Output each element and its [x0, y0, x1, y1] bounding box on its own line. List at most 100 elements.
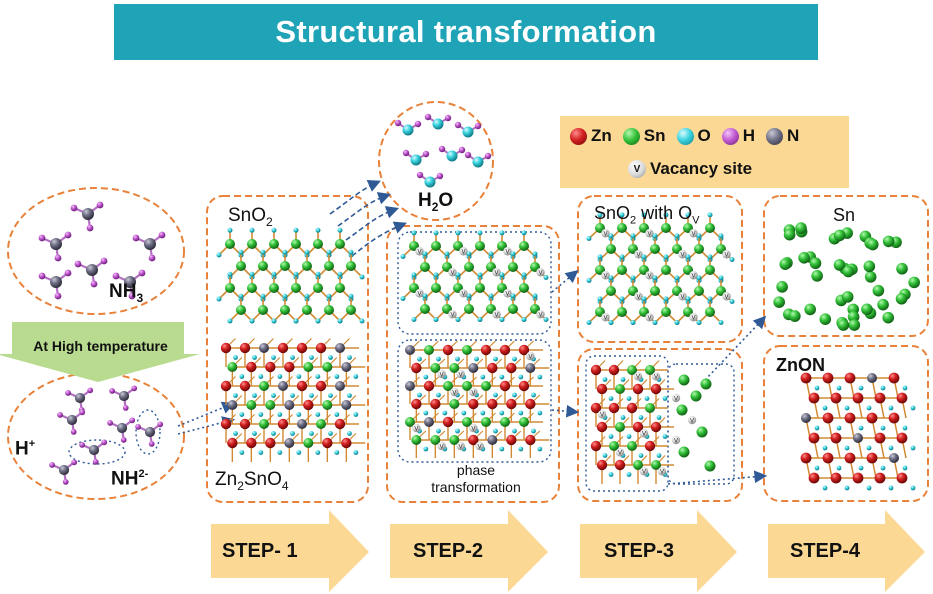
o-atom	[707, 254, 713, 260]
h-atom	[402, 149, 410, 157]
h-atom	[424, 113, 432, 121]
legend-zn: Zn	[570, 126, 612, 146]
o-atom	[597, 296, 603, 302]
step3-label: STEP-3	[604, 540, 675, 562]
o-atom	[239, 450, 245, 455]
sn-atom	[259, 419, 269, 429]
zn-atom	[874, 392, 886, 404]
zn-atom	[499, 344, 511, 356]
vacancy-atom	[651, 372, 661, 381]
o-atom	[866, 405, 872, 411]
title: Structural transformation	[275, 14, 657, 49]
o-atom	[233, 431, 238, 436]
step3-arrow	[580, 510, 737, 592]
nh2-label: NH2-	[111, 468, 149, 490]
vacancy-mark: V	[494, 271, 498, 277]
h-atom	[128, 292, 136, 300]
o-atom	[602, 453, 608, 458]
n-ball-icon	[766, 127, 784, 145]
sn-atom	[519, 241, 529, 251]
sn-atom	[313, 283, 323, 293]
h-atom	[157, 421, 164, 428]
o-atom	[641, 296, 647, 302]
h-atom	[49, 462, 55, 468]
o-atom	[353, 412, 359, 417]
n-atom	[341, 362, 352, 372]
zn-atom	[525, 434, 536, 446]
vacancy-mark: V	[471, 426, 475, 432]
nh2-ellipse	[7, 372, 185, 500]
vacancy-atom	[450, 387, 459, 397]
sn-atom	[265, 400, 276, 410]
sn-atom	[247, 239, 257, 249]
vacancy-mark: V	[538, 313, 542, 319]
h-atom	[62, 479, 69, 485]
o-atom	[488, 251, 494, 257]
sn-atom	[313, 239, 323, 249]
o-atom	[888, 405, 894, 411]
o-atom	[493, 392, 498, 398]
vacancy-atom	[657, 467, 667, 476]
zn-atom	[830, 432, 842, 444]
h-atom	[414, 120, 422, 128]
o-atom	[662, 396, 668, 401]
o-atom	[718, 275, 724, 281]
o-atom	[249, 318, 255, 324]
sn-atom	[661, 307, 671, 317]
zn-atom	[632, 421, 644, 433]
vacancy-mark: V	[459, 444, 463, 450]
o-atom	[652, 320, 658, 325]
h-atom	[436, 172, 444, 180]
o-atom	[499, 374, 505, 380]
o-atom	[348, 249, 354, 255]
sn-atom	[269, 283, 279, 293]
vacancy-atom	[415, 289, 424, 298]
h-atom	[87, 387, 94, 394]
zn-atom	[265, 437, 276, 449]
zn-atom	[315, 342, 327, 354]
legend-sn: Sn	[622, 126, 666, 146]
n-atom	[297, 419, 307, 429]
o-atom	[656, 415, 662, 420]
vacancy-mark: V	[528, 354, 532, 360]
zn-atom	[866, 452, 878, 464]
o-atom	[902, 385, 908, 391]
o-atom	[814, 465, 820, 471]
sn-atom	[877, 298, 889, 311]
o-atom	[537, 446, 543, 452]
h-atom	[464, 151, 472, 159]
h-atom	[86, 224, 94, 232]
vacancy-atom	[722, 292, 731, 301]
o-atom	[674, 233, 680, 239]
vacancy-atom	[722, 250, 731, 259]
vacancy-atom	[597, 410, 607, 419]
sn-atom	[882, 311, 895, 324]
zn-atom	[220, 342, 232, 354]
zn-atom	[499, 380, 511, 392]
o-atom	[249, 227, 255, 233]
sn-atom	[420, 262, 430, 272]
zn-atom	[506, 362, 517, 374]
step1-arrow	[211, 510, 369, 592]
h-atom	[129, 417, 136, 424]
o-atom	[499, 272, 505, 278]
sn-atom	[475, 241, 485, 251]
o-atom	[480, 410, 486, 416]
vacancy-atom	[503, 247, 512, 256]
vacancy-atom	[492, 310, 501, 319]
o-atom	[685, 212, 691, 218]
nh2-dotted-2	[135, 409, 161, 455]
o-atom	[814, 425, 820, 431]
h-ball-icon	[721, 127, 739, 145]
o-atom	[424, 176, 436, 188]
sn-atom	[837, 319, 850, 331]
sn-atom	[842, 265, 855, 278]
zn-atom	[874, 432, 886, 444]
arrow-to-h2o-4	[351, 221, 407, 257]
o-atom	[436, 428, 441, 434]
o-atom	[512, 356, 517, 362]
o-atom	[521, 230, 527, 236]
vacancy-atom	[639, 429, 649, 438]
o-atom	[271, 393, 276, 398]
zn-atom	[341, 437, 352, 449]
